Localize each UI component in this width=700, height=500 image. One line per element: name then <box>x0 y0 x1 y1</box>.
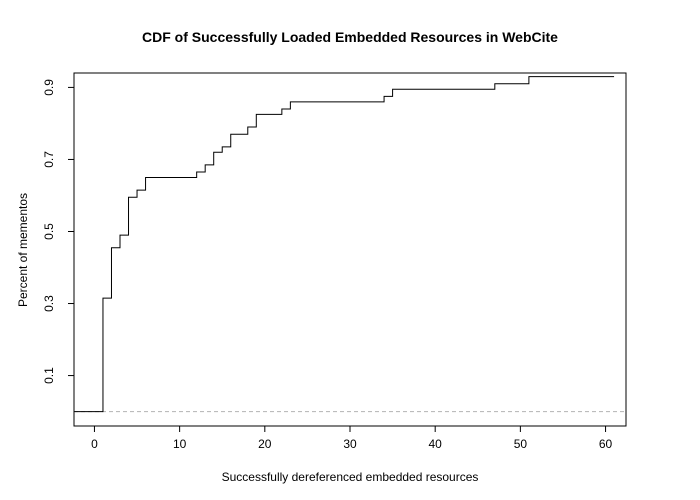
cdf-step-line <box>74 76 615 413</box>
series-layer <box>74 76 615 413</box>
chart-title: CDF of Successfully Loaded Embedded Reso… <box>142 29 558 45</box>
x-axis: 0 10 20 30 40 50 60 <box>91 426 613 451</box>
x-axis-label: Successfully dereferenced embedded resou… <box>222 470 479 484</box>
y-axis-label: Percent of mementos <box>16 193 30 307</box>
x-tick-label: 20 <box>258 437 272 451</box>
y-tick-label: 0.9 <box>42 79 56 96</box>
x-tick-label: 50 <box>514 437 528 451</box>
x-tick-label: 40 <box>429 437 443 451</box>
y-tick-label: 0.3 <box>42 295 56 312</box>
x-tick-label: 0 <box>91 437 98 451</box>
y-tick-label: 0.5 <box>42 223 56 240</box>
y-axis: 0.1 0.3 0.5 0.7 0.9 <box>42 79 74 384</box>
y-tick-label: 0.1 <box>42 367 56 384</box>
x-tick-label: 10 <box>173 437 187 451</box>
x-tick-label: 30 <box>343 437 357 451</box>
x-tick-label: 60 <box>599 437 613 451</box>
y-tick-label: 0.7 <box>42 151 56 168</box>
plot-frame <box>73 72 627 427</box>
